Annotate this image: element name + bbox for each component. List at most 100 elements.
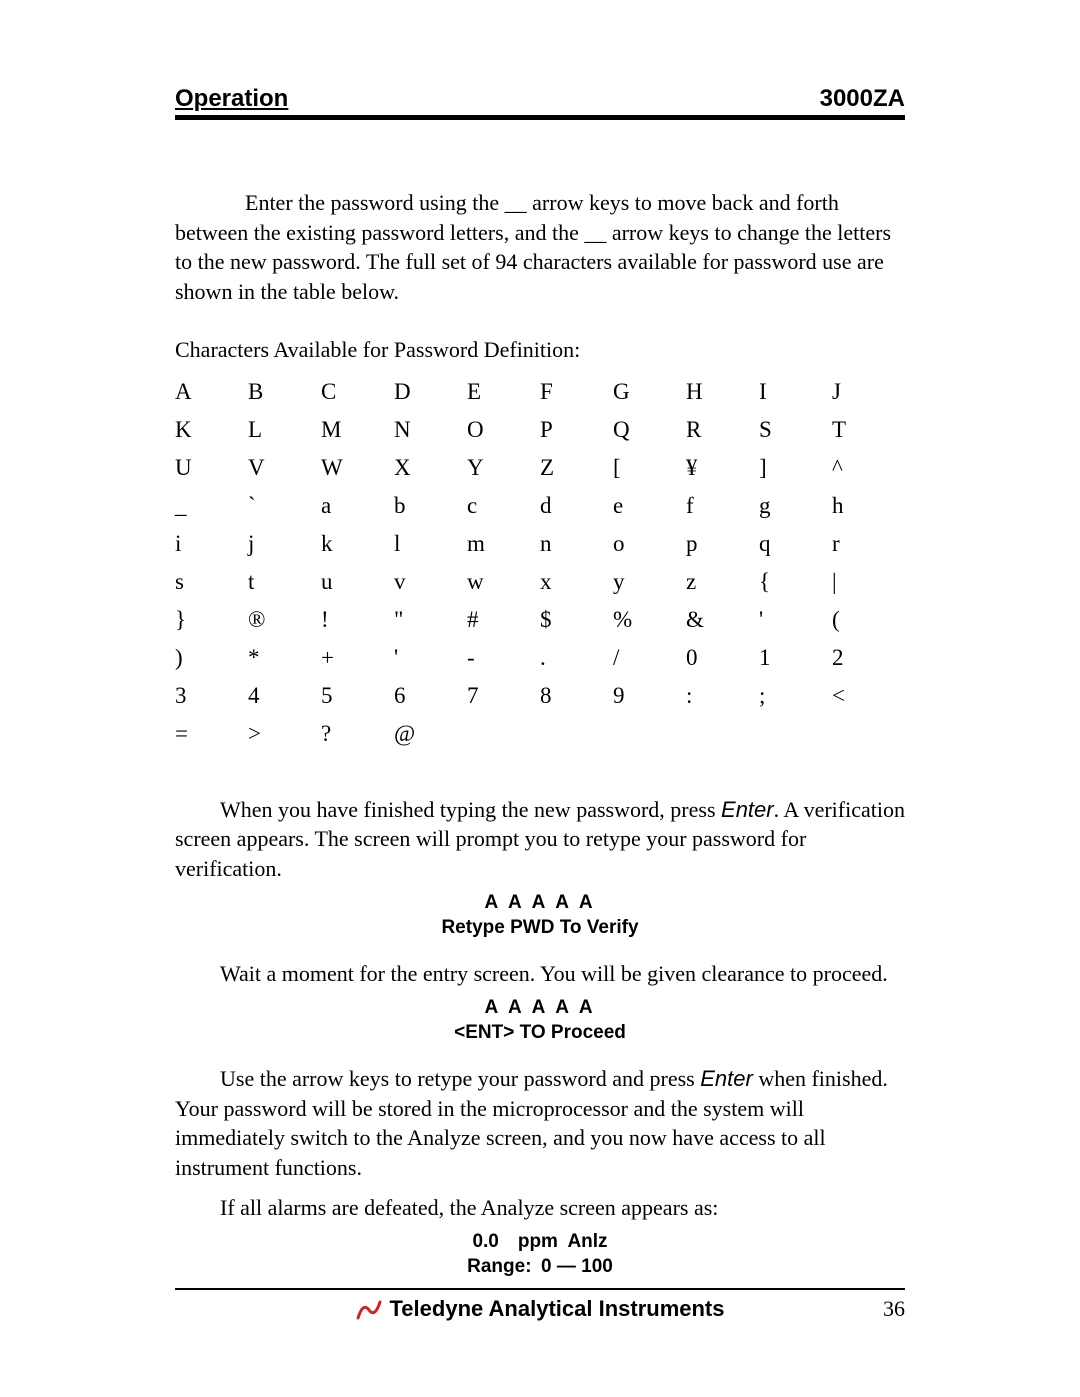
char-table-cell: O	[467, 411, 540, 449]
char-table-cell: K	[175, 411, 248, 449]
page-footer: Teledyne Analytical Instruments 36	[175, 1296, 905, 1322]
char-table-cell: <	[832, 677, 905, 715]
char-table-row: stuvwxyz{|	[175, 563, 905, 601]
char-table-cell: (	[832, 601, 905, 639]
char-table-cell: N	[394, 411, 467, 449]
char-table-cell: c	[467, 487, 540, 525]
char-table-cell: |	[832, 563, 905, 601]
char-table-row: _`abcdefgh	[175, 487, 905, 525]
char-table-cell: ^	[832, 449, 905, 487]
lcd-display-1: A A A A A Retype PWD To Verify	[175, 890, 905, 941]
char-table-cell: j	[248, 525, 321, 563]
char-table-cell	[686, 715, 759, 753]
char-table-row: 3456789:;<	[175, 677, 905, 715]
char-table-cell: z	[686, 563, 759, 601]
char-table-cell: )	[175, 639, 248, 677]
char-table-row: ijklmnopqr	[175, 525, 905, 563]
char-table-cell: t	[248, 563, 321, 601]
char-table-cell	[759, 715, 832, 753]
char-table-cell: ;	[759, 677, 832, 715]
enter-word-1: Enter	[721, 797, 774, 822]
char-table-cell: L	[248, 411, 321, 449]
char-table-cell: ®	[248, 601, 321, 639]
lcd-display-2: A A A A A <ENT> TO Proceed	[175, 995, 905, 1046]
char-table-cell: w	[467, 563, 540, 601]
char-table-cell: V	[248, 449, 321, 487]
char-table-cell: 0	[686, 639, 759, 677]
char-table-cell: %	[613, 601, 686, 639]
footer-company: Teledyne Analytical Instruments	[390, 1296, 725, 1322]
char-table-cell: "	[394, 601, 467, 639]
char-table-cell: M	[321, 411, 394, 449]
char-table-cell: ?	[321, 715, 394, 753]
char-table-cell: ]	[759, 449, 832, 487]
footer-rule	[175, 1288, 905, 1290]
wait-paragraph: Wait a moment for the entry screen. You …	[175, 959, 905, 989]
char-table-cell: u	[321, 563, 394, 601]
char-table-cell: h	[832, 487, 905, 525]
char-table-cell: 5	[321, 677, 394, 715]
char-table-cell: {	[759, 563, 832, 601]
char-table-cell: 4	[248, 677, 321, 715]
char-table-cell: }	[175, 601, 248, 639]
char-table-cell: [	[613, 449, 686, 487]
char-table-cell: &	[686, 601, 759, 639]
char-table-cell: 3	[175, 677, 248, 715]
char-table-cell: g	[759, 487, 832, 525]
char-table-cell: y	[613, 563, 686, 601]
char-table-cell: =	[175, 715, 248, 753]
lcd-display-3-line-2: Range: 0 — 100	[175, 1254, 905, 1280]
char-table-cell: r	[832, 525, 905, 563]
after-table-text-a: When you have finished typing the new pa…	[220, 797, 721, 822]
char-table-row: =>?@	[175, 715, 905, 753]
lcd-display-3-line-1: 0.0 ppm Anlz	[175, 1229, 905, 1255]
char-table-cell: l	[394, 525, 467, 563]
char-table-cell: s	[175, 563, 248, 601]
char-table-cell: v	[394, 563, 467, 601]
char-table-cell: W	[321, 449, 394, 487]
char-table-cell: E	[467, 373, 540, 411]
char-table-cell: 7	[467, 677, 540, 715]
char-table-cell: `	[248, 487, 321, 525]
char-table-cell: +	[321, 639, 394, 677]
char-table-cell: B	[248, 373, 321, 411]
lcd-display-2-line-1: A A A A A	[175, 995, 905, 1021]
enter-word-2: Enter	[700, 1066, 753, 1091]
char-table-cell: o	[613, 525, 686, 563]
char-table-cell: >	[248, 715, 321, 753]
lcd-display-1-line-1: A A A A A	[175, 890, 905, 916]
char-table-cell: a	[321, 487, 394, 525]
char-table-cell: X	[394, 449, 467, 487]
char-table-cell: -	[467, 639, 540, 677]
char-table-cell: ¥	[686, 449, 759, 487]
char-table-cell: Z	[540, 449, 613, 487]
char-table-cell: m	[467, 525, 540, 563]
char-table-cell: 6	[394, 677, 467, 715]
char-table-cell: /	[613, 639, 686, 677]
char-table-row: )*+'-./012	[175, 639, 905, 677]
char-table-cell	[540, 715, 613, 753]
char-table-row: KLMNOPQRST	[175, 411, 905, 449]
char-table-cell: U	[175, 449, 248, 487]
char-table-cell: '	[394, 639, 467, 677]
lcd-display-3: 0.0 ppm Anlz Range: 0 — 100	[175, 1229, 905, 1280]
char-table-title: Characters Available for Password Defini…	[175, 337, 905, 363]
char-table-cell: Q	[613, 411, 686, 449]
char-table-cell: T	[832, 411, 905, 449]
char-table-cell: F	[540, 373, 613, 411]
char-table-cell: @	[394, 715, 467, 753]
char-table-cell: 1	[759, 639, 832, 677]
char-table-cell: p	[686, 525, 759, 563]
char-table-row: }®!"#$%&'(	[175, 601, 905, 639]
char-table-row: UVWXYZ[¥]^	[175, 449, 905, 487]
teledyne-logo-icon	[356, 1298, 382, 1320]
char-table-cell: P	[540, 411, 613, 449]
character-table: ABCDEFGHIJKLMNOPQRSTUVWXYZ[¥]^_`abcdefgh…	[175, 373, 905, 753]
char-table-cell: .	[540, 639, 613, 677]
char-table-cell: '	[759, 601, 832, 639]
char-table-cell: b	[394, 487, 467, 525]
char-table-cell: :	[686, 677, 759, 715]
page-header: Operation 3000ZA	[175, 85, 905, 120]
lcd-display-2-line-2: <ENT> TO Proceed	[175, 1020, 905, 1046]
char-table-cell: $	[540, 601, 613, 639]
